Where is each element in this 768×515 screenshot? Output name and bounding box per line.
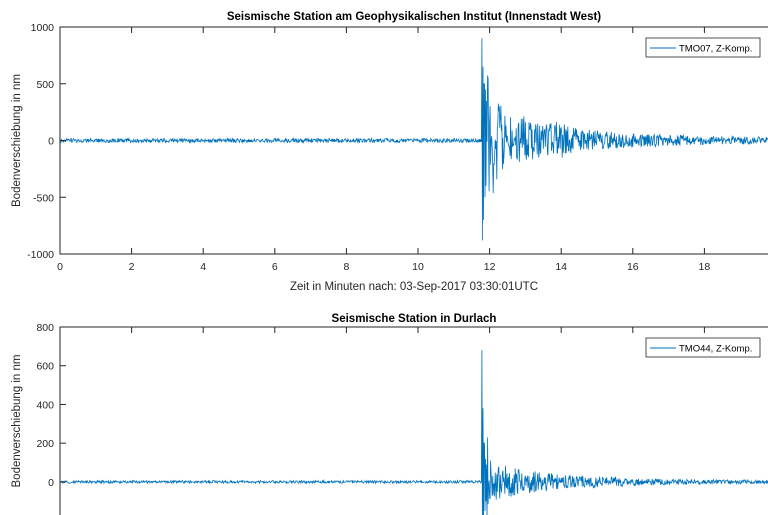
y-tick-label: 0: [48, 136, 54, 148]
y-tick-label: 400: [36, 399, 54, 411]
x-tick-label: 8: [343, 261, 349, 273]
chart-2: -2000200400600800Seismische Station in D…: [11, 313, 768, 515]
y-tick-label: 600: [36, 361, 54, 373]
legend-box: [645, 337, 761, 358]
plot-area: [59, 326, 768, 515]
x-tick-label: 6: [272, 261, 278, 273]
y-tick-label: -500: [33, 192, 54, 204]
x-tick-label: 12: [484, 261, 496, 273]
x-tick-label: 2: [129, 261, 135, 273]
y-tick-label: -1000: [27, 249, 54, 261]
x-tick-label: 0: [57, 261, 63, 273]
x-tick-label: 16: [627, 261, 639, 273]
legend: TMO07, Z-Komp.: [645, 37, 761, 58]
series-line-tmo44: [59, 350, 768, 515]
y-axis-label: Bodenverschiebung in nm: [11, 355, 23, 488]
x-tick-label: 4: [200, 261, 206, 273]
chart-1: -1000-500050010000246810121416182Seismis…: [11, 11, 768, 293]
y-tick-label: 1000: [31, 22, 55, 34]
y-tick-label: 800: [36, 322, 54, 334]
legend: TMO44, Z-Komp.: [645, 337, 761, 358]
legend-box: [645, 37, 761, 58]
x-tick-label: 14: [555, 261, 567, 273]
x-tick-label: 10: [412, 261, 424, 273]
legend-entry: TMO07, Z-Komp.: [679, 44, 752, 55]
legend-entry: TMO44, Z-Komp.: [679, 344, 752, 355]
x-tick-label: 18: [699, 261, 711, 273]
y-tick-label: 0: [48, 477, 54, 489]
series-line-tmo07: [59, 38, 768, 241]
chart-title: Seismische Station in Durlach: [332, 313, 497, 325]
chart-title: Seismische Station am Geophysikalischen …: [227, 11, 601, 23]
x-axis-label: Zeit in Minuten nach: 03-Sep-2017 03:30:…: [290, 281, 538, 293]
y-tick-label: 500: [36, 79, 54, 91]
y-axis-label: Bodenverschiebung in nm: [11, 74, 23, 207]
y-tick-label: 200: [36, 438, 54, 450]
